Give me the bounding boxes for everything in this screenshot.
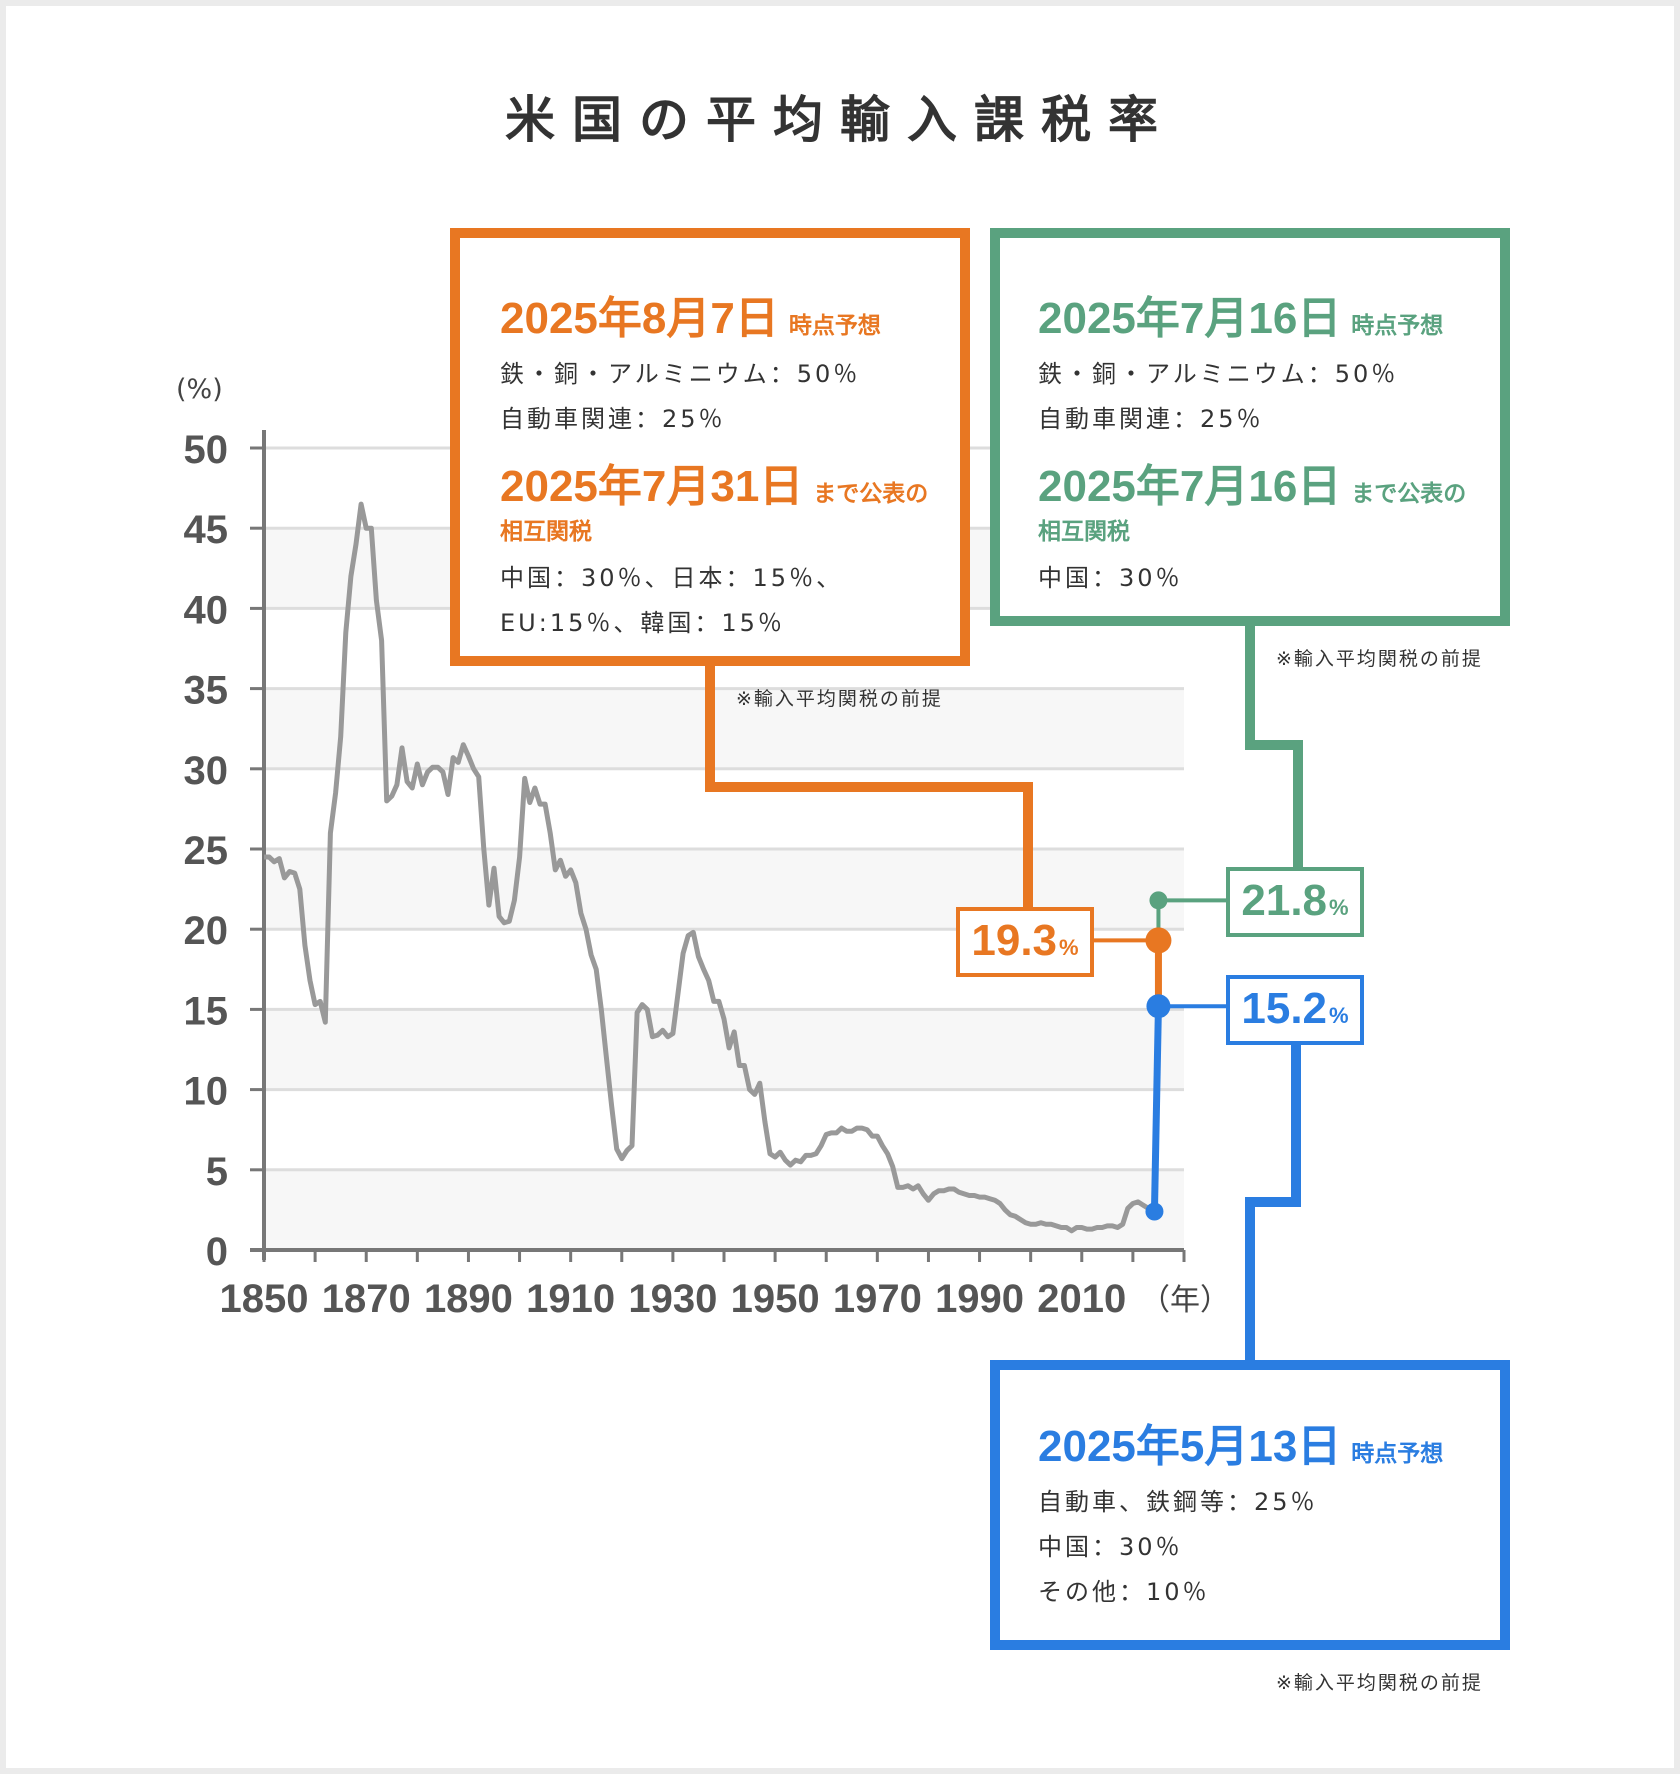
y-tick-label: 30 (184, 749, 229, 793)
projection-point-blue (1146, 994, 1171, 1019)
box-green-heading: 2025年7月16日 時点予想 (1038, 294, 1444, 343)
connector-blue-box (1245, 1045, 1301, 1360)
box-blue-lines1: 自動車、鉄鋼等：25％ 中国：30％ その他：10％ (1038, 1488, 1318, 1606)
y-axis-label: (%) (176, 374, 223, 405)
y-tick-label: 15 (184, 989, 229, 1033)
value-label-green: 21.8% (1226, 867, 1364, 937)
box-green-lines2: 中国：30％ (1038, 564, 1183, 592)
box-green-heading2: 2025年7月16日 まで公表の (1038, 462, 1467, 511)
x-tick-label: 1850 (220, 1277, 309, 1321)
connector-orange-box (705, 666, 1033, 907)
annotation-box-blue: 2025年5月13日 時点予想 自動車、鉄鋼等：25％ 中国：30％ その他：10… (990, 1360, 1510, 1650)
grid-band (264, 1169, 1184, 1250)
y-tick-label: 25 (184, 829, 229, 873)
projection-point-green (1149, 891, 1168, 910)
box-green-sub: 相互関税 (1038, 519, 1130, 545)
x-axis-label: （年） (1140, 1283, 1230, 1318)
box-green-lines1: 鉄・銅・アルミニウム：50％ 自動車関連：25％ (1038, 360, 1399, 433)
x-tick-label: 1990 (935, 1277, 1024, 1321)
y-tick-label: 40 (184, 588, 229, 632)
projection-line-blue (1150, 1006, 1162, 1212)
x-tick-label: 1910 (526, 1277, 615, 1321)
y-tick-label: 5 (206, 1150, 228, 1194)
chart-title: 米国の平均輸入課税率 (505, 91, 1175, 149)
history-series-line (264, 501, 1155, 1234)
box-green-note: ※輸入平均関税の前提 (1276, 648, 1483, 670)
x-tick-label: 1930 (628, 1277, 717, 1321)
projection-point-orange (1145, 927, 1172, 954)
box-blue-heading: 2025年5月13日 時点予想 (1038, 1422, 1444, 1471)
y-tick-label: 0 (206, 1230, 228, 1274)
value-label-blue: 15.2% (1226, 975, 1364, 1045)
box-orange-lines2: 中国：30％、日本：15％、 EU:15％、韓国：15％ (500, 564, 844, 637)
x-tick-label: 1870 (322, 1277, 411, 1321)
box-orange-heading: 2025年8月7日 時点予想 (500, 294, 881, 343)
box-orange-note: ※輸入平均関税の前提 (736, 688, 943, 710)
connector-green-box (1245, 626, 1303, 867)
x-tick-label: 1970 (833, 1277, 922, 1321)
box-orange-sub: 相互関税 (500, 519, 592, 545)
projection-base-point (1145, 1202, 1164, 1221)
box-orange-heading2: 2025年7月31日 まで公表の (500, 462, 929, 511)
y-tick-label: 50 (184, 428, 229, 472)
y-tick-label: 35 (184, 669, 229, 713)
y-tick-label: 20 (184, 909, 229, 953)
x-tick-label: 1890 (424, 1277, 513, 1321)
y-tick-label: 45 (184, 508, 229, 552)
x-tick-label: 1950 (731, 1277, 820, 1321)
box-blue-note: ※輸入平均関税の前提 (1276, 1672, 1483, 1694)
y-tick-label: 10 (184, 1070, 229, 1114)
annotation-box-green: 2025年7月16日 時点予想 鉄・銅・アルミニウム：50％ 自動車関連：25％ … (990, 228, 1510, 626)
value-label-orange: 19.3% (956, 907, 1094, 977)
annotation-box-orange: 2025年8月7日 時点予想 鉄・銅・アルミニウム：50％ 自動車関連：25％ 2… (450, 228, 970, 666)
box-orange-lines1: 鉄・銅・アルミニウム：50％ 自動車関連：25％ (500, 360, 861, 433)
x-tick-label: 2010 (1037, 1277, 1126, 1321)
grid-band (264, 688, 1184, 769)
